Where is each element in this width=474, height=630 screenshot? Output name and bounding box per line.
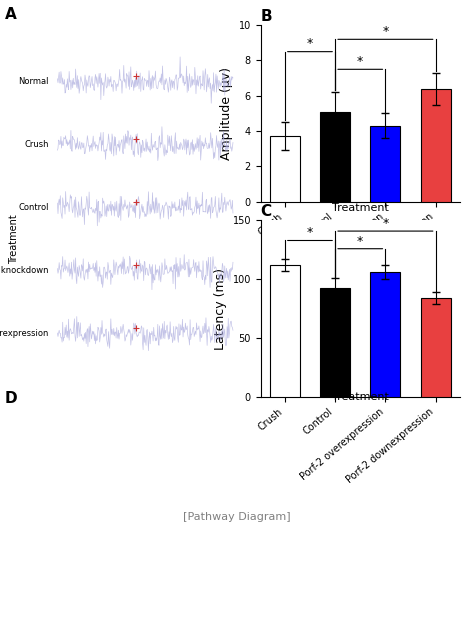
- Text: [Pathway Diagram]: [Pathway Diagram]: [183, 512, 291, 522]
- Bar: [270, 265, 300, 397]
- Bar: [420, 298, 451, 397]
- Text: *: *: [307, 37, 313, 50]
- Y-axis label: Amplitude (μv): Amplitude (μv): [220, 67, 233, 160]
- Text: *: *: [357, 234, 364, 248]
- Text: *: *: [382, 217, 389, 230]
- Bar: [420, 89, 451, 202]
- Text: Treatment: Treatment: [332, 392, 389, 402]
- Text: Treatment: Treatment: [9, 215, 19, 264]
- Text: Crush: Crush: [24, 140, 49, 149]
- Text: C: C: [261, 204, 272, 219]
- Bar: [270, 136, 300, 202]
- Bar: [370, 272, 401, 397]
- Text: B: B: [261, 9, 273, 24]
- Text: Control: Control: [18, 203, 49, 212]
- Bar: [370, 126, 401, 202]
- Text: Porf-2 overexpression: Porf-2 overexpression: [0, 329, 49, 338]
- Text: *: *: [382, 25, 389, 38]
- Bar: [320, 112, 350, 202]
- Text: Porf-2 knockdown: Porf-2 knockdown: [0, 266, 49, 275]
- Text: D: D: [5, 391, 18, 406]
- Text: Treatment: Treatment: [332, 203, 389, 213]
- Text: *: *: [357, 55, 364, 67]
- Y-axis label: Latency (ms): Latency (ms): [214, 268, 227, 350]
- Text: *: *: [307, 226, 313, 239]
- Bar: [320, 287, 350, 397]
- Text: A: A: [5, 7, 17, 22]
- Text: Normal: Normal: [18, 77, 49, 86]
